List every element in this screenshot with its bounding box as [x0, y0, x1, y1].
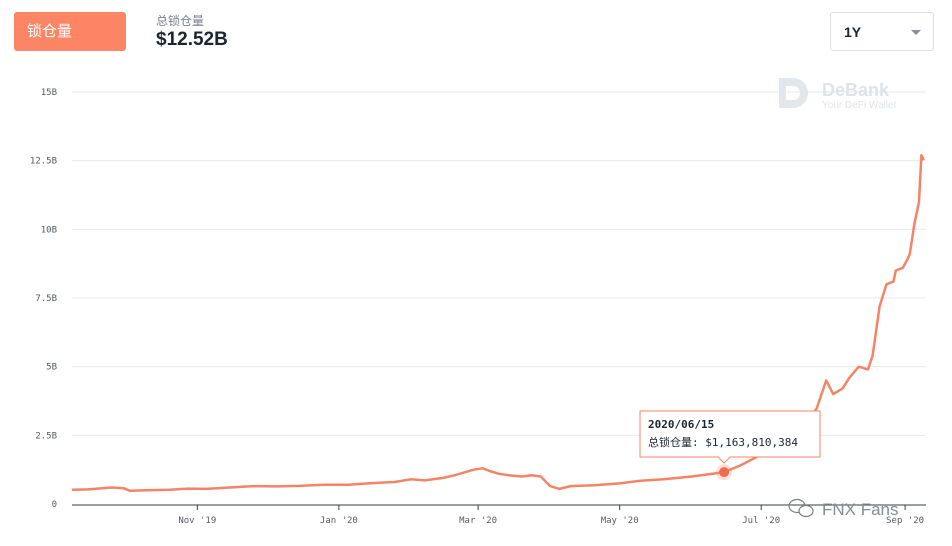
debank-logo-icon	[779, 78, 808, 108]
total-tvl-label: 总锁仓量	[156, 14, 205, 28]
tooltip: 2020/06/15 总锁仓量: $1,163,810,384	[639, 410, 821, 464]
tooltip-box	[639, 410, 821, 464]
y-tick-label: 15B	[41, 88, 57, 98]
y-tick-label: 10B	[41, 225, 57, 235]
time-range-value: 1Y	[844, 24, 862, 40]
chevron-down-icon	[911, 30, 921, 35]
chart-axes: 0 2.5B 5B 7.5B 10B 12.5B 15B Nov '19 Jan '20 Mar …	[30, 88, 926, 526]
social-watermark-text: FNX Fans	[822, 500, 899, 519]
series-line	[71, 153, 925, 493]
debank-brand-text: DeBank	[822, 80, 890, 100]
tooltip-value: 总锁仓量: $1,163,810,384	[648, 435, 798, 449]
y-tick-label: 12.5B	[30, 157, 57, 167]
x-tick-label: Jan '20	[320, 516, 358, 526]
x-tick-label: Sep '20	[886, 516, 924, 526]
y-tick-label: 7.5B	[35, 294, 57, 304]
tvl-tab-button[interactable]: 锁仓量	[14, 12, 126, 51]
x-tick-label: Nov '19	[178, 516, 216, 526]
y-tick-label: 5B	[46, 363, 57, 373]
total-tvl-value: $12.52B	[156, 29, 228, 50]
x-tick-label: May '20	[601, 516, 639, 526]
x-tick-label: Jul '20	[742, 516, 780, 526]
tooltip-date: 2020/06/15	[648, 418, 714, 431]
x-tick-label: Mar '20	[459, 516, 497, 526]
highlight-point[interactable]	[719, 467, 730, 478]
time-range-select[interactable]: 1Y	[830, 12, 934, 51]
y-tick-label: 2.5B	[35, 431, 57, 441]
y-tick-label: 0	[52, 500, 57, 510]
debank-tagline-text: Your DeFi Wallet	[822, 100, 897, 111]
social-watermark: FNX Fans	[788, 498, 899, 519]
wechat-icon	[788, 498, 814, 518]
debank-logo: DeBank Your DeFi Wallet	[779, 78, 897, 111]
chart-grid	[72, 91, 926, 436]
